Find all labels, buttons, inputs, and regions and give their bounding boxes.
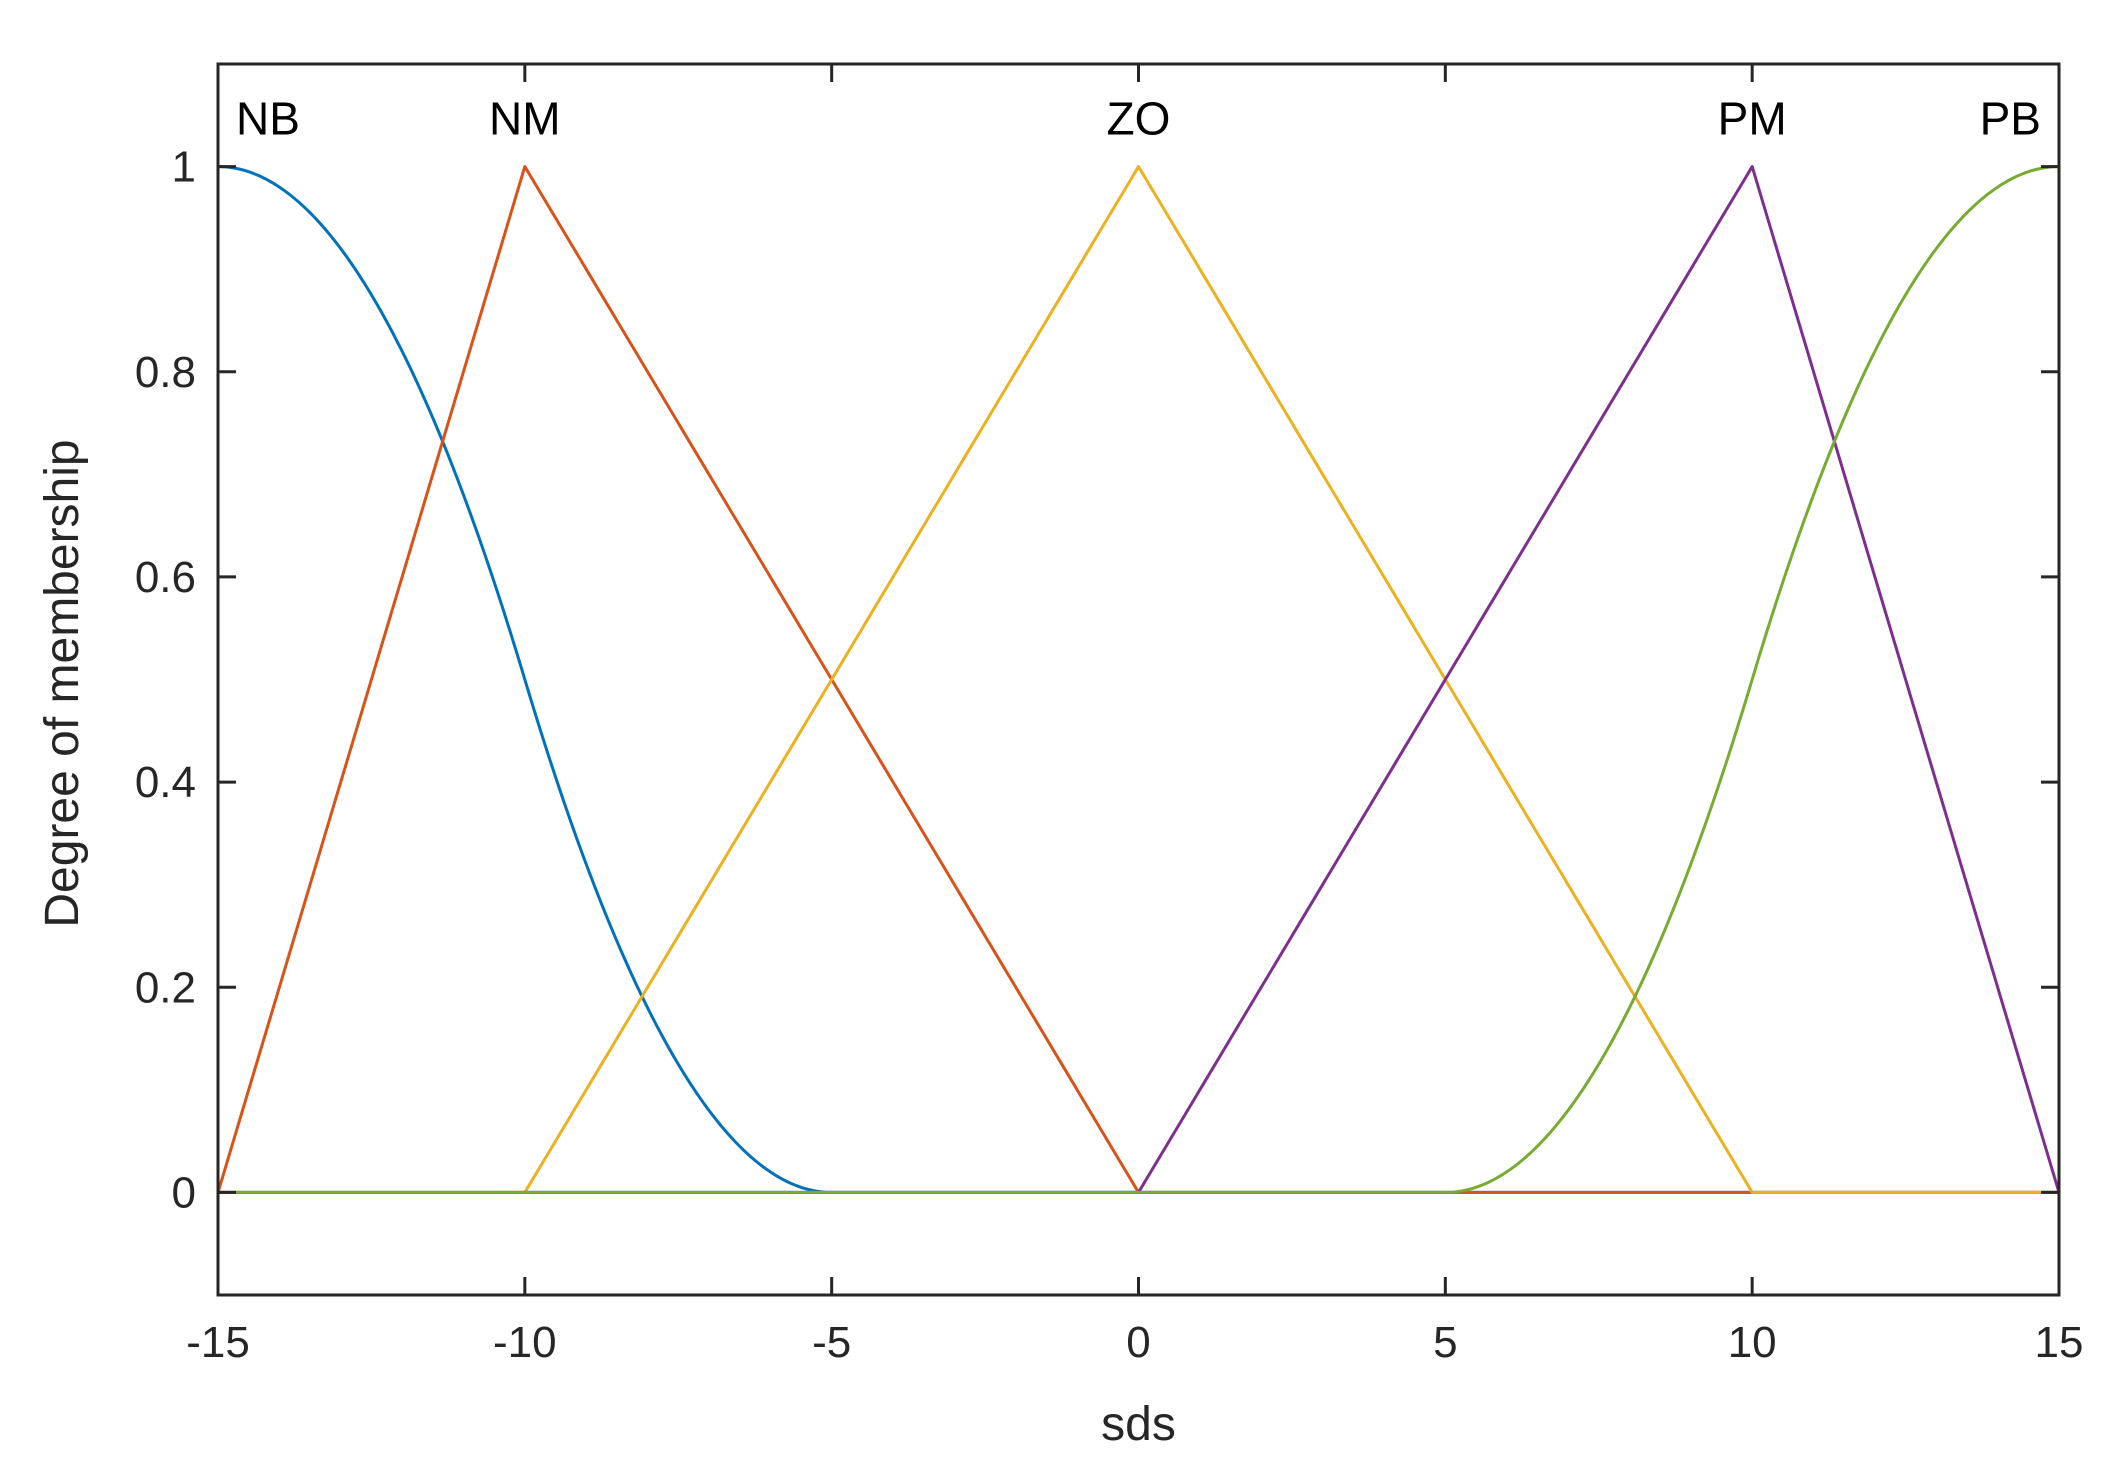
x-tick-label: 5 [1433, 1318, 1457, 1367]
mf-label-zo: ZO [1107, 93, 1171, 145]
x-tick-label: 0 [1126, 1318, 1150, 1367]
mf-labels-layer: NB NM ZO PM PB [236, 93, 2041, 145]
x-tick-label: -5 [812, 1318, 851, 1367]
mf-label-pb: PB [1980, 93, 2041, 145]
y-tick-label: 0 [172, 1168, 196, 1217]
mf-label-pm: PM [1718, 93, 1787, 145]
ticks-layer [216, 64, 2061, 1295]
mf-label-nb: NB [236, 93, 300, 145]
x-axis-label: sds [1101, 1398, 1176, 1451]
mf-curve-pb [218, 165, 2060, 1194]
tick-labels-layer: -15 -10 -5 0 5 10 15 0 0.2 0.4 0.6 0.8 1 [135, 143, 2084, 1367]
x-tick-label: 15 [2035, 1318, 2084, 1367]
x-tick-label: -15 [186, 1318, 250, 1367]
plot-area-background [218, 64, 2059, 1295]
y-tick-label: 0.2 [135, 963, 196, 1012]
mf-label-nm: NM [489, 93, 561, 145]
y-tick-label: 0.8 [135, 348, 196, 397]
y-tick-label: 1 [172, 143, 196, 192]
x-tick-label: -10 [493, 1318, 557, 1367]
curves-layer [216, 165, 2061, 1194]
y-tick-label: 0.6 [135, 553, 196, 602]
x-tick-label: 10 [1728, 1318, 1777, 1367]
y-tick-label: 0.4 [135, 758, 196, 807]
y-axis-label: Degree of membership [36, 439, 89, 927]
